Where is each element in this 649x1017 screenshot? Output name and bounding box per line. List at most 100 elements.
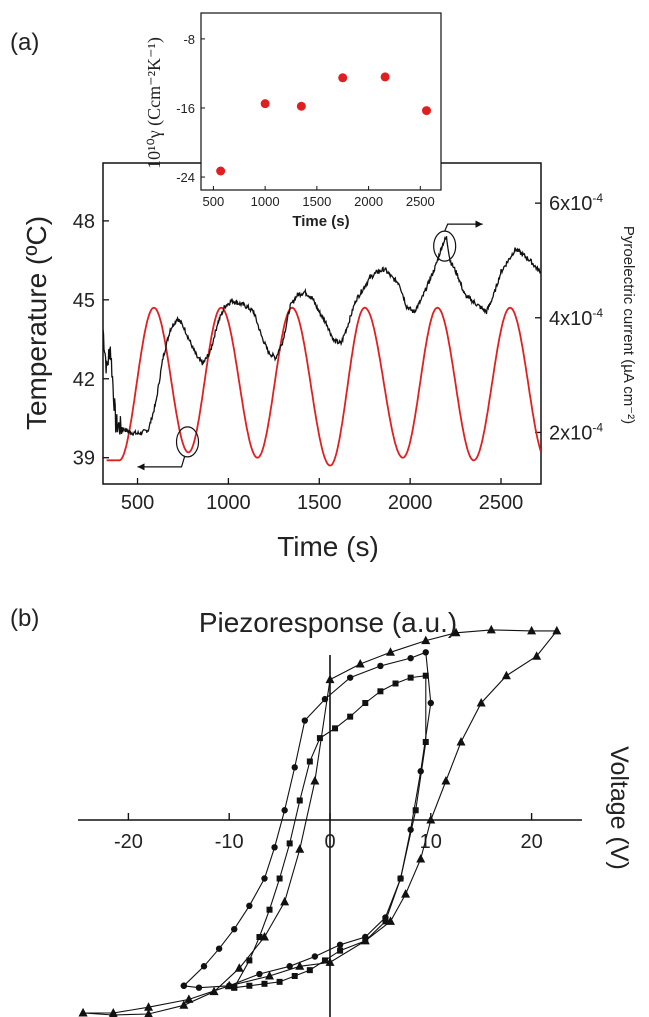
triangle-marker xyxy=(325,674,335,684)
square-marker xyxy=(382,918,389,925)
inset-plot-frame xyxy=(200,12,442,191)
triangle-marker xyxy=(144,1009,153,1017)
circle-marker xyxy=(427,699,434,707)
square-marker xyxy=(296,797,303,804)
panel-b-x-tick-label: 0 xyxy=(324,831,335,853)
inset-y-ticks: -24 -16 -8 xyxy=(176,32,205,185)
hysteresis-loop-triangle xyxy=(78,624,562,1017)
circle-marker xyxy=(336,941,344,948)
square-marker xyxy=(422,672,429,679)
circle-marker xyxy=(407,654,414,662)
square-marker xyxy=(266,906,273,913)
panel-a-x-ticks: 500 1000 1500 2000 2500 xyxy=(121,478,523,514)
circle-marker xyxy=(281,807,288,814)
circle-marker xyxy=(261,875,268,882)
panel-a-right-y-axis-title: Pyroelectric current (µA cm⁻²) xyxy=(620,226,637,424)
square-marker xyxy=(362,937,369,944)
circle-marker xyxy=(215,945,223,952)
panel-a-left-y-tick-label: 39 xyxy=(73,448,95,470)
triangle-marker xyxy=(144,1002,154,1011)
square-marker xyxy=(397,875,404,882)
square-marker xyxy=(332,725,339,732)
square-marker xyxy=(276,978,283,985)
square-marker xyxy=(316,735,323,742)
circle-marker xyxy=(231,926,238,933)
square-marker xyxy=(246,982,253,989)
panel-a-label: (a) xyxy=(10,29,39,56)
circle-marker xyxy=(286,963,293,970)
triangle-marker xyxy=(295,961,305,970)
panel-b-x-tick-label: -10 xyxy=(215,831,244,853)
annotation-circle-marker xyxy=(433,230,457,262)
square-marker xyxy=(337,947,344,954)
triangle-marker xyxy=(421,635,431,645)
triangle-marker xyxy=(179,1000,189,1009)
triangle-marker xyxy=(486,624,496,634)
triangle-marker xyxy=(426,815,436,824)
triangle-marker xyxy=(108,1008,118,1017)
triangle-marker xyxy=(265,971,275,980)
panel-a-inset-chart: 500 1000 1500 2000 2500 -24 -16 -8 Time (s) 10… xyxy=(144,12,442,230)
panel-b-right-axis-title: Voltage (V) xyxy=(605,746,633,870)
hysteresis-loop-line xyxy=(82,629,558,1016)
triangle-marker xyxy=(184,994,194,1003)
square-marker xyxy=(407,674,414,681)
inset-data-point xyxy=(338,73,348,83)
panel-a-x-tick-label: 1500 xyxy=(297,492,342,514)
annotation-circle-marker xyxy=(175,426,200,458)
triangle-marker xyxy=(441,776,451,785)
triangle-marker xyxy=(209,986,219,996)
square-marker xyxy=(286,840,293,847)
circle-marker xyxy=(346,674,354,681)
circle-marker xyxy=(311,953,319,960)
triangle-marker xyxy=(532,651,542,660)
inset-x-tick-label: 500 xyxy=(203,194,225,209)
triangle-marker xyxy=(456,737,466,746)
triangle-marker xyxy=(385,647,395,656)
triangle-marker xyxy=(451,627,461,637)
square-marker xyxy=(291,973,298,979)
panel-a-x-axis-title: Time (s) xyxy=(277,531,379,562)
annotation-arrow-left xyxy=(137,456,186,471)
triangle-marker xyxy=(325,957,335,966)
panel-b-x-tick-label: 10 xyxy=(420,831,442,853)
triangle-marker xyxy=(355,659,365,668)
square-marker xyxy=(276,875,283,882)
series-temperature-line xyxy=(106,306,541,467)
circle-marker xyxy=(271,844,278,851)
square-marker xyxy=(412,807,419,814)
inset-y-tick-label: -16 xyxy=(176,101,195,116)
square-marker xyxy=(261,980,268,987)
inset-x-ticks: 500 1000 1500 2000 2500 xyxy=(203,186,435,209)
circle-marker xyxy=(200,963,208,970)
panel-b-series-group xyxy=(78,624,562,1017)
circle-marker xyxy=(246,902,253,909)
panel-a-left-y-ticks: 39 42 45 48 xyxy=(73,211,109,470)
inset-y-tick-label: -8 xyxy=(183,32,195,47)
circle-marker xyxy=(256,970,263,978)
panel-a-right-y-tick-label: 6x10-4 xyxy=(549,191,603,215)
square-marker xyxy=(392,680,399,687)
panel-a-left-y-axis-title: Temperature (ºC) xyxy=(21,216,52,430)
annotation-arrow-right xyxy=(444,220,483,232)
inset-x-axis-title: Time (s) xyxy=(292,213,349,230)
panel-a-left-y-tick-label: 42 xyxy=(73,369,95,391)
inset-series-group xyxy=(216,72,432,176)
panel-a-left-y-tick-label: 48 xyxy=(73,211,95,233)
panel-b-x-tick-label: -20 xyxy=(114,831,143,853)
series-pyroelectric-current-line xyxy=(103,236,541,437)
panel-a-main-chart: (a) 500 1000 1500 2000 2500 39 42 45 48 2x10-4 4… xyxy=(10,29,637,562)
inset-data-point xyxy=(296,101,306,111)
triangle-marker xyxy=(527,625,537,635)
square-marker xyxy=(231,984,238,991)
circle-marker xyxy=(291,764,298,771)
square-marker xyxy=(306,967,313,974)
panel-a-x-tick-label: 2500 xyxy=(479,492,524,514)
panel-b-top-axis-title: Piezoresponse (a.u.) xyxy=(199,607,457,638)
triangle-marker xyxy=(234,963,244,972)
triangle-marker xyxy=(401,889,411,898)
inset-y-axis-title: 10¹⁰γ (Ccm⁻²K⁻¹) xyxy=(144,37,165,169)
panel-b-x-ticks: -20 -10 0 10 20 xyxy=(114,813,543,853)
hysteresis-loop-square xyxy=(231,672,429,991)
inset-data-point xyxy=(422,106,432,116)
